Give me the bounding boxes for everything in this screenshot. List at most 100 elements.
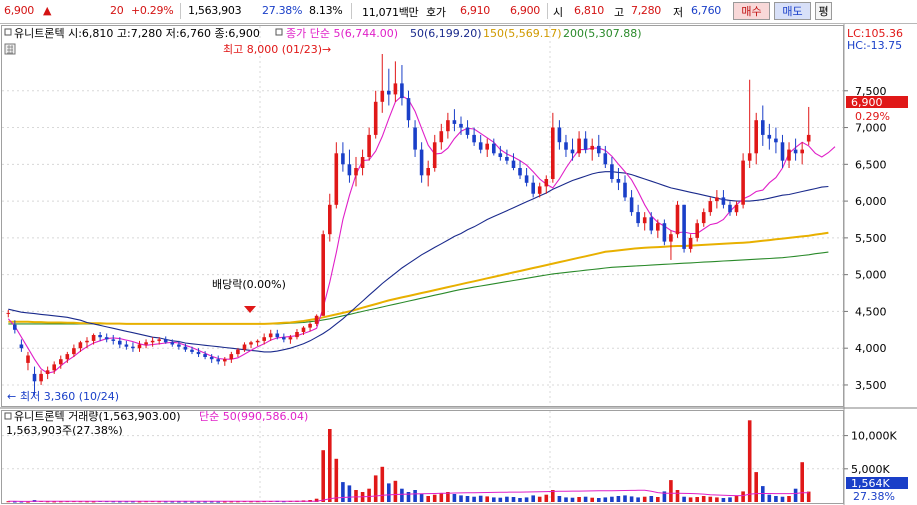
candle-body [761,120,765,135]
volume-bar [131,501,135,503]
candle-body [373,101,378,135]
volume-axis: 10,000K 5,000K [844,430,897,476]
candle-body [19,344,24,349]
volume-bar [728,497,732,502]
volume-bar [636,497,640,502]
ma50-line [8,171,829,353]
divider [351,3,352,19]
volume-bar [59,501,63,503]
volume-bar [341,482,345,502]
volume-bar [734,496,739,502]
candle-body [104,337,109,340]
candle-body [793,149,798,154]
current-price: 6,900 [4,4,34,17]
candle-body [6,312,11,314]
legend-ma150: 150(5,569.17) [483,27,562,40]
ask-price-2: 6,900 [510,4,540,17]
volume-bar [583,496,588,502]
candle-body [124,344,129,347]
ask-price-1: 6,910 [460,4,490,17]
volume-bar [52,501,56,503]
candle-body [432,142,437,168]
volume-bar [695,497,699,502]
volume-bar [209,501,214,503]
divider [180,3,181,19]
stock-chart[interactable]: 7,500 7,000 6,500 6,000 5,500 5,000 4,500 4,000… [0,24,917,505]
volume-bar [419,494,424,502]
quote-bar: 6,900 ▲ 20 +0.29% 1,563,903 27.38% 8.13%… [0,0,917,24]
candle-body [183,346,188,350]
volume-bar [367,488,371,502]
candle-body [551,127,555,179]
candle-body [282,337,286,340]
candle-body [485,143,489,150]
price-axis: 7,500 7,000 6,500 6,000 5,500 5,000 4,500 4,000… [844,85,887,392]
candle-body [131,346,135,349]
legend-marker-icon [4,28,12,36]
candle-body [328,204,332,235]
volume-bar [26,501,30,503]
divider [547,3,548,19]
candle-body [118,340,122,345]
volume-bar [432,494,437,502]
volume-bar [682,496,686,502]
price-tick-label: 4,500 [855,305,887,318]
volume-bar [45,501,50,503]
volume-bar [492,497,496,502]
candle-body [393,83,398,95]
candle-body [787,149,791,161]
volume-bar [465,496,470,502]
volume-bar [662,491,667,502]
volume-bar [557,496,562,502]
volume-bar [190,501,194,503]
candle-body [413,127,417,150]
volume-bar [721,498,726,502]
candle-body [465,127,470,135]
price-legend: 유니트론텍 시:6,810 고:7,280 저:6,760 종:6,900 종가… [4,27,642,55]
candle-body [590,145,594,150]
volume-bar [656,497,660,502]
volume-bar [761,486,765,502]
candle-body [636,212,640,224]
candle-body [498,153,503,157]
low-price: 6,760 [691,4,721,17]
legend-ma200: 200(5,307.88) [563,27,642,40]
turnover-pct: 27.38% [262,4,303,17]
volume-bar [741,491,745,502]
sell-button[interactable]: 매도 [774,2,811,20]
candle-body [157,339,161,341]
candle-body [747,153,752,161]
low-annotation: 최저 3,360 (10/24) [20,390,119,403]
volume-bar [675,490,680,502]
volume-bar [452,494,457,502]
candle-body [472,134,476,143]
volume-bar [767,494,772,502]
evaluate-button[interactable]: 평 [815,2,832,20]
candle-body [32,373,37,382]
candle-body [367,134,371,157]
price-tick-label: 5,500 [855,232,887,245]
candle-body [577,138,581,154]
candle-body [229,354,234,360]
volume-bar [196,501,201,503]
lc-value: LC:105.36 [847,27,903,40]
volume-panel-frame [1,410,844,504]
candle-body [518,168,522,176]
volume-bar [380,466,385,502]
volume-bar [203,501,207,503]
open-label: 시 [553,6,563,19]
candle-body [347,164,352,176]
price-change-pct: +0.29% [131,4,174,17]
candle-body [524,175,529,183]
volume-bar [177,501,181,503]
candle-body [695,223,699,238]
candle-body [583,138,588,150]
volume-bar [91,501,96,503]
volume-bar [163,501,168,503]
volume-bar [373,475,378,502]
grid-toggle-icon[interactable] [4,43,16,55]
candle-body [459,123,463,128]
dividend-marker-icon [244,306,256,313]
buy-button[interactable]: 매수 [733,2,770,20]
volume-bar [387,483,391,502]
